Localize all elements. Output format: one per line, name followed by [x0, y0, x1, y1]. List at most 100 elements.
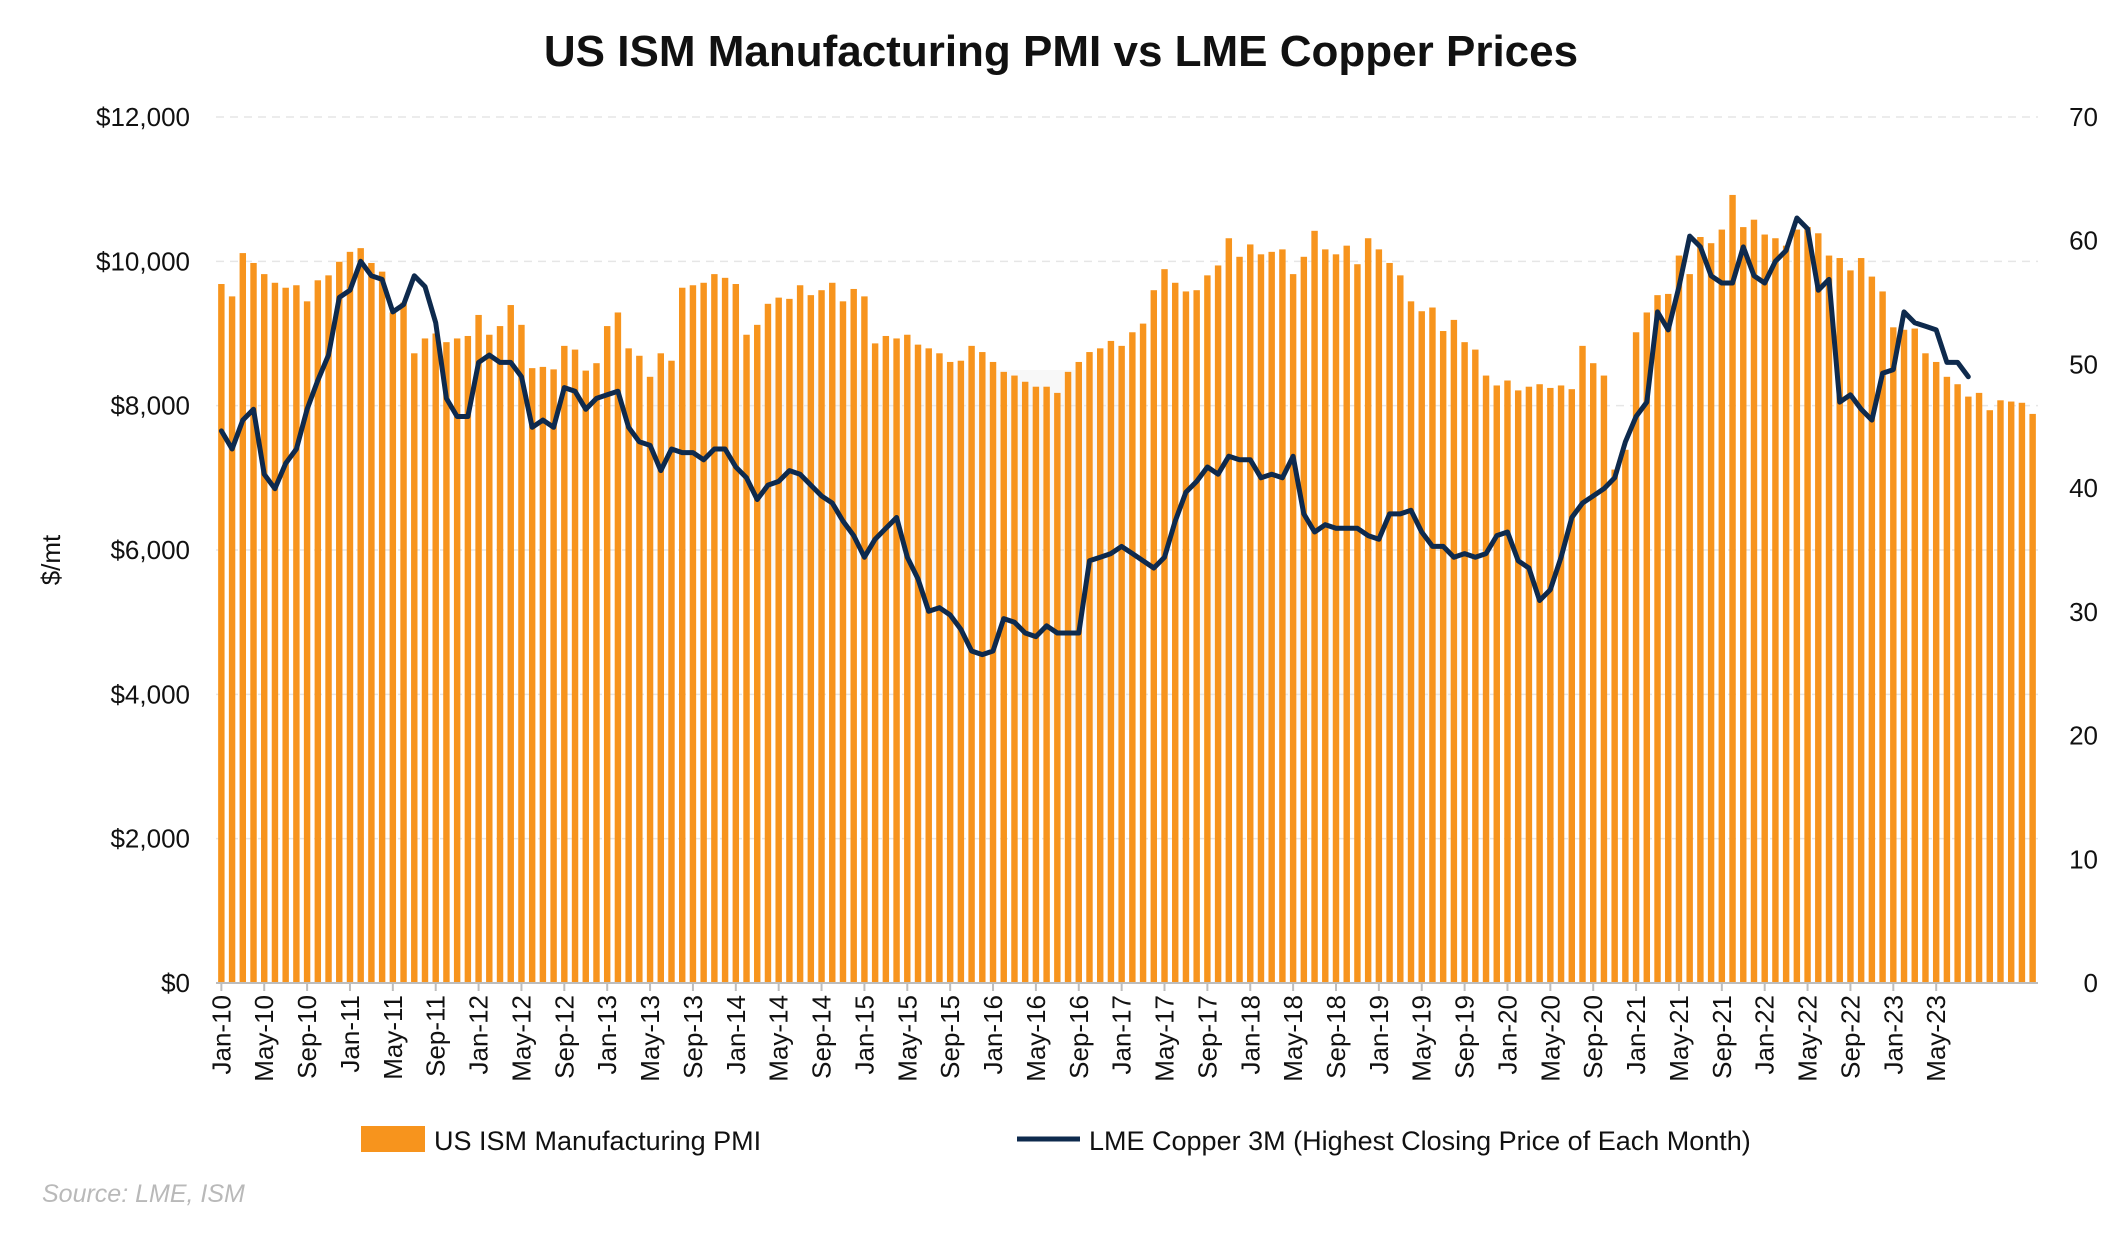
- x-tick-label: Sep-19: [1450, 995, 1480, 1079]
- pmi-bar: [2007, 401, 2015, 983]
- pmi-bar: [796, 285, 804, 983]
- pmi-bar: [1289, 274, 1297, 983]
- pmi-bar: [679, 287, 686, 983]
- pmi-bar: [818, 290, 825, 983]
- pmi-bar: [1890, 327, 1897, 983]
- pmi-bar: [336, 261, 343, 983]
- pmi-bar: [1879, 291, 1886, 983]
- legend-label-copper: LME Copper 3M (Highest Closing Price of …: [1089, 1126, 1751, 1156]
- x-tick-label: May-17: [1150, 995, 1180, 1082]
- pmi-bar: [518, 324, 525, 984]
- pmi-bar: [936, 353, 943, 983]
- pmi-bar: [1482, 375, 1490, 983]
- pmi-bar: [764, 303, 772, 983]
- x-tick-label: May-11: [378, 995, 408, 1080]
- pmi-bar: [1782, 245, 1790, 984]
- pmi-bar: [689, 285, 697, 983]
- pmi-bar: [636, 355, 643, 984]
- x-tick-label: Jan-10: [206, 995, 236, 1075]
- x-tick-label: Jan-13: [592, 995, 622, 1075]
- pmi-bar: [1965, 396, 1972, 983]
- pmi-bar: [1697, 237, 1704, 983]
- x-tick-label: Sep-13: [678, 995, 708, 1079]
- pmi-bar: [1579, 345, 1586, 983]
- pmi-bar: [1654, 295, 1661, 983]
- pmi-bar: [1868, 276, 1876, 983]
- x-tick-label: May-19: [1407, 995, 1437, 1082]
- pmi-bar: [453, 338, 461, 983]
- pmi-bar: [1257, 254, 1265, 983]
- pmi-bar: [1472, 349, 1479, 983]
- x-tick-label: Jan-22: [1750, 995, 1780, 1075]
- pmi-bar: [1172, 282, 1179, 984]
- pmi-bar: [2029, 413, 2036, 983]
- pmi-bar: [668, 360, 675, 983]
- pmi-bar: [1096, 348, 1104, 983]
- pmi-bar: [357, 248, 364, 983]
- pmi-bar: [1975, 392, 1983, 984]
- x-tick-label: Sep-14: [807, 995, 837, 1079]
- x-tick-label: May-21: [1664, 995, 1694, 1082]
- pmi-bar: [1043, 386, 1050, 983]
- y-tick-left: $0: [161, 968, 190, 998]
- pmi-bar: [1332, 254, 1340, 983]
- pmi-bar: [1729, 194, 1736, 983]
- y-axis-label-left: $/mt: [36, 534, 66, 585]
- pmi-bar: [721, 277, 729, 983]
- pmi-bar: [1021, 381, 1029, 984]
- pmi-bar: [218, 284, 225, 983]
- pmi-bar: [1150, 290, 1158, 983]
- pmi-bar: [1718, 229, 1726, 983]
- pmi-bar: [1740, 227, 1747, 983]
- pmi-bar: [346, 251, 354, 983]
- pmi-bar: [1525, 386, 1533, 983]
- pmi-bar: [1000, 371, 1007, 983]
- pmi-bar: [571, 349, 579, 983]
- x-tick-label: May-18: [1278, 995, 1308, 1082]
- pmi-bar: [1182, 291, 1190, 983]
- pmi-bar: [1600, 375, 1608, 983]
- x-tick-label: May-16: [1021, 995, 1051, 1082]
- pmi-bar: [1450, 319, 1458, 983]
- x-tick-label: Jan-19: [1364, 995, 1394, 1075]
- pmi-bar: [1750, 219, 1758, 983]
- pmi-bar: [1300, 256, 1308, 984]
- pmi-bar: [539, 366, 547, 984]
- pmi-bar: [700, 282, 707, 984]
- pmi-bar: [421, 338, 429, 983]
- x-tick-label: Jan-17: [1107, 995, 1137, 1075]
- pmi-bar: [1665, 293, 1672, 983]
- chart-title: US ISM Manufacturing PMI vs LME Copper P…: [544, 27, 1578, 76]
- pmi-bar: [1557, 385, 1565, 984]
- x-tick-label: Sep-16: [1064, 995, 1094, 1079]
- x-tick-label: May-13: [635, 995, 665, 1082]
- pmi-bar: [1161, 269, 1168, 983]
- y-tick-right: 50: [2069, 349, 2098, 379]
- x-tick-label: May-20: [1535, 995, 1565, 1082]
- x-tick-label: May-23: [1921, 995, 1951, 1082]
- x-tick-label: May-12: [507, 995, 537, 1082]
- x-tick-label: Sep-20: [1578, 995, 1608, 1079]
- pmi-bar: [807, 295, 815, 983]
- y-tick-left: $4,000: [110, 679, 190, 709]
- pmi-bar: [1236, 256, 1243, 984]
- pmi-bar: [882, 335, 890, 984]
- pmi-bar: [1397, 275, 1404, 984]
- pmi-bar: [282, 287, 289, 983]
- x-tick-label: Sep-10: [292, 995, 322, 1079]
- x-tick-label: Jan-20: [1493, 995, 1523, 1075]
- pmi-bar: [1772, 238, 1779, 984]
- pmi-bar: [1514, 390, 1522, 983]
- pmi-bar: [261, 274, 268, 983]
- y-tick-right: 10: [2069, 844, 2098, 874]
- pmi-bar: [496, 326, 504, 983]
- pmi-bar: [904, 334, 911, 983]
- pmi-bar: [293, 285, 300, 983]
- pmi-bar: [989, 361, 997, 983]
- y-tick-left: $6,000: [110, 535, 190, 565]
- pmi-bar: [1139, 323, 1147, 983]
- y-tick-right: 0: [2084, 968, 2098, 998]
- x-tick-label: Jan-16: [978, 995, 1008, 1075]
- pmi-bar: [1793, 229, 1801, 983]
